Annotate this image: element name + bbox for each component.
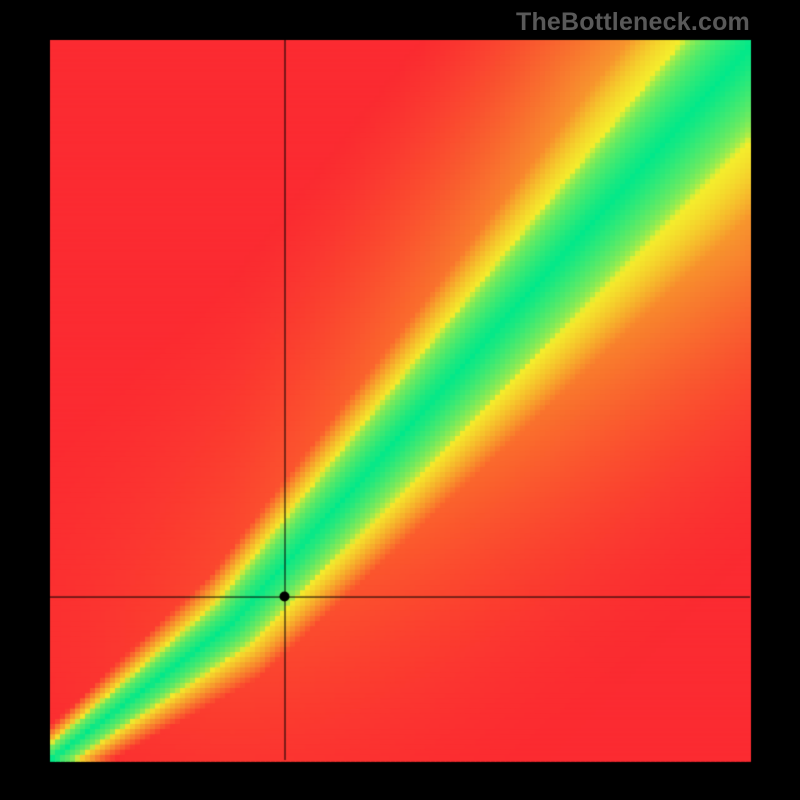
heatmap-canvas <box>0 0 800 800</box>
chart-container: TheBottleneck.com <box>0 0 800 800</box>
watermark-text: TheBottleneck.com <box>516 8 750 37</box>
